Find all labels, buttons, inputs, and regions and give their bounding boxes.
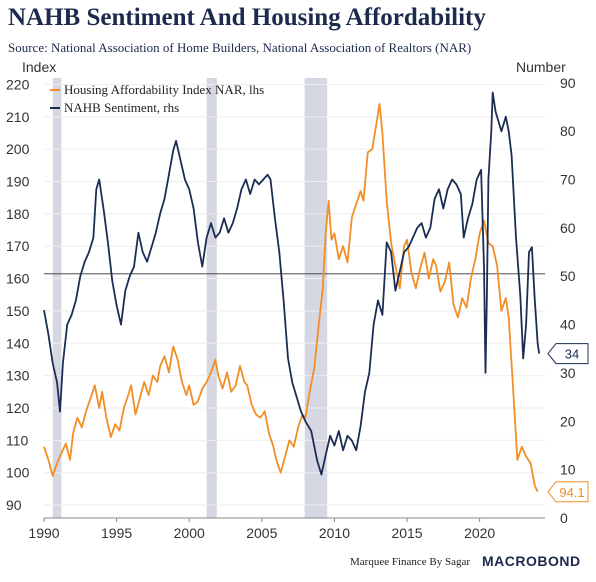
left-tick-label: 100 (6, 465, 30, 481)
left-tick-label: 110 (6, 432, 29, 448)
x-axis-ticks: 1990 1995 2000 2005 2010 2015 2020 (28, 517, 545, 541)
legend-label: NAHB Sentiment, rhs (64, 100, 179, 115)
sentiment-end-label-box (547, 343, 589, 365)
left-tick-label: 140 (6, 335, 30, 351)
x-tick-label: 2010 (319, 525, 350, 541)
affordability-end-label-box (547, 481, 589, 503)
sentiment-end-label-value: 34 (565, 347, 579, 362)
x-tick-label: 1990 (28, 525, 59, 541)
x-tick-label: 2005 (246, 525, 277, 541)
affordability-end-label-value: 94.1 (559, 485, 584, 500)
end-labels: 34 94.1 (547, 343, 589, 503)
left-axis-ticks: 220 210 200 190 180 170 160 150 140 130 120 110 100 9… (6, 76, 30, 513)
series-lines (43, 91, 541, 493)
credit-text: Marquee Finance By Sagar (350, 556, 471, 568)
right-tick-label: 40 (560, 317, 576, 333)
left-tick-label: 160 (6, 271, 30, 287)
left-tick-label: 180 (6, 206, 30, 222)
affordability-end-label: 94.1 (547, 481, 589, 503)
legend-label: Housing Affordability Index NAR, lhs (64, 82, 264, 97)
right-axis-label: Number (516, 59, 566, 75)
recession-band (52, 78, 62, 518)
left-tick-label: 210 (6, 109, 30, 125)
left-tick-label: 190 (6, 174, 30, 190)
right-tick-label: 80 (560, 123, 576, 139)
left-tick-label: 150 (6, 303, 30, 319)
left-tick-label: 170 (6, 238, 30, 254)
right-axis-ticks: 90 80 70 60 50 40 30 20 10 0 (560, 75, 576, 526)
right-tick-label: 30 (560, 365, 576, 381)
affordability-line (43, 103, 539, 493)
right-tick-label: 10 (560, 462, 576, 478)
x-tick-label: 2020 (464, 525, 495, 541)
right-tick-label: 0 (560, 510, 568, 526)
chart-title: NAHB Sentiment And Housing Affordability (8, 4, 486, 31)
chart-subtitle: Source: National Association of Home Bui… (8, 40, 472, 55)
x-tick-label: 2000 (174, 525, 205, 541)
right-tick-label: 50 (560, 268, 576, 284)
legend: Housing Affordability Index NAR, lhs NAHB… (50, 82, 264, 115)
left-tick-label: 90 (6, 497, 22, 513)
right-tick-label: 90 (560, 75, 576, 91)
left-tick-label: 200 (6, 141, 30, 157)
right-tick-label: 70 (560, 172, 576, 188)
x-tick-label: 2015 (391, 525, 422, 541)
brand-logo: MACROBOND (482, 553, 581, 569)
recession-band (206, 78, 217, 518)
grid-lines (44, 83, 545, 506)
right-tick-label: 60 (560, 220, 576, 236)
sentiment-line (43, 91, 541, 476)
left-tick-label: 120 (6, 400, 30, 416)
left-tick-label: 220 (6, 76, 30, 92)
x-tick-label: 1995 (101, 525, 132, 541)
left-tick-label: 130 (6, 368, 30, 384)
left-axis-label: Index (22, 59, 56, 75)
right-tick-label: 20 (560, 413, 576, 429)
sentiment-end-label: 34 (547, 343, 589, 365)
